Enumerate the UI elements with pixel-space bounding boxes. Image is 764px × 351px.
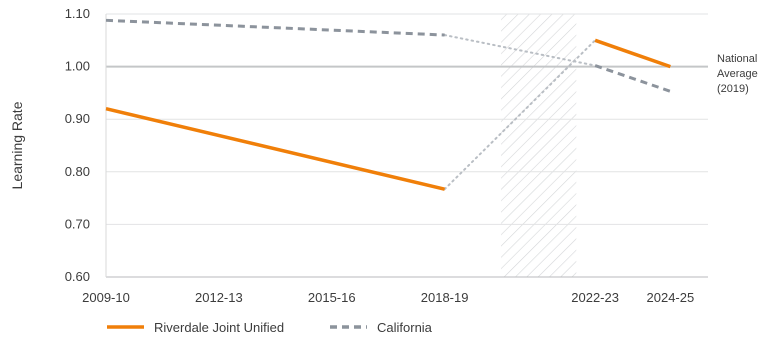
gap-period-hatch [501, 14, 576, 277]
x-tick-label: 2015-16 [308, 290, 356, 305]
y-tick-label: 1.00 [65, 59, 90, 74]
x-tick-label: 2012-13 [195, 290, 243, 305]
legend-label: California [377, 320, 433, 335]
x-tick-label: 2024-25 [647, 290, 695, 305]
reference-line-label-line: Average [717, 68, 758, 80]
legend-label: Riverdale Joint Unified [154, 320, 284, 335]
reference-line-label: National Average (2019) [717, 53, 758, 95]
series-line [595, 40, 670, 66]
series-line [106, 109, 445, 189]
y-tick-label: 0.70 [65, 216, 90, 231]
x-tick-label: 2018-19 [421, 290, 469, 305]
x-tick-label: 2009-10 [82, 290, 130, 305]
y-axis-title: Learning Rate [9, 101, 25, 189]
series-line [106, 20, 445, 35]
x-tick-label: 2022-23 [571, 290, 619, 305]
series-line [595, 66, 670, 92]
y-tick-label: 0.80 [65, 164, 90, 179]
y-tick-label: 0.60 [65, 269, 90, 284]
reference-line-label-line: National [717, 53, 757, 65]
y-tick-label: 0.90 [65, 111, 90, 126]
reference-line-label-line: (2019) [717, 83, 749, 95]
y-tick-label: 1.10 [65, 6, 90, 21]
